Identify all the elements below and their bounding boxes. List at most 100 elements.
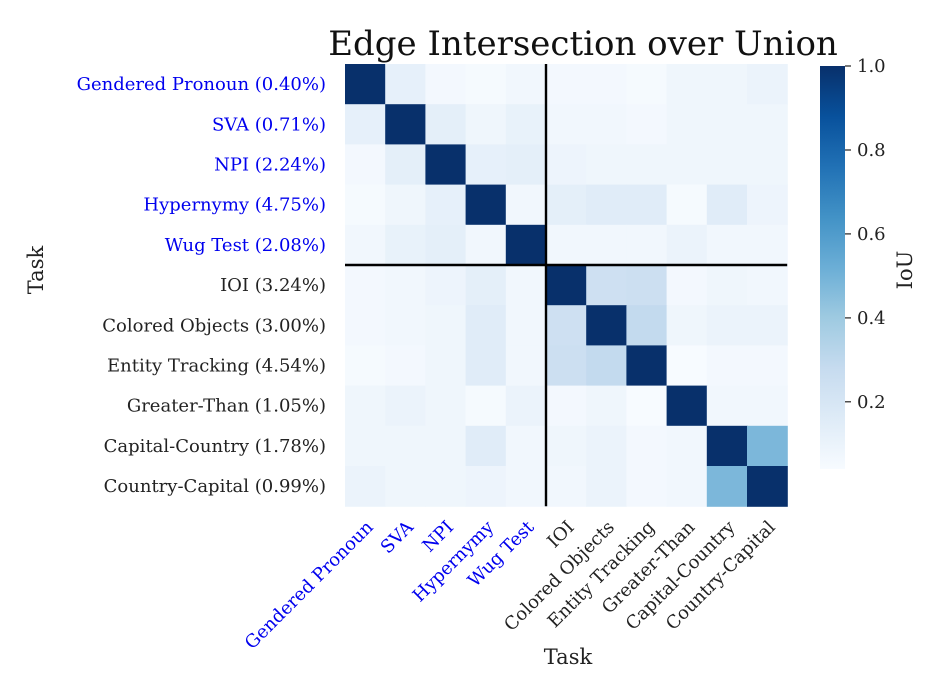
heatmap-cell xyxy=(706,466,748,507)
heatmap-cell xyxy=(465,144,507,186)
heatmap-cell xyxy=(546,224,587,266)
heatmap-cell xyxy=(626,144,668,186)
heatmap-cell xyxy=(706,104,748,145)
heatmap-cell xyxy=(425,466,467,507)
heatmap-cell xyxy=(706,425,748,467)
heatmap-cell xyxy=(747,64,788,105)
heatmap-cell xyxy=(505,64,547,105)
heatmap-cell xyxy=(626,345,668,387)
heatmap-cell xyxy=(586,265,627,306)
heatmap-cell xyxy=(586,224,627,266)
heatmap-cell xyxy=(546,425,587,467)
colorbar-label: IoU xyxy=(893,251,917,290)
heatmap-cell xyxy=(425,265,467,306)
heatmap-cell xyxy=(505,385,547,427)
heatmap-cell xyxy=(666,64,708,105)
heatmap-cell xyxy=(385,184,426,226)
heatmap-cell xyxy=(425,184,467,226)
heatmap-cell xyxy=(425,224,467,266)
heatmap-cell xyxy=(465,265,507,306)
heatmap-cell xyxy=(505,305,547,346)
heatmap-cell xyxy=(626,385,668,427)
heatmap-cell xyxy=(505,224,547,266)
heatmap-cell xyxy=(465,184,507,226)
heatmap-cell xyxy=(706,184,748,226)
heatmap-cell xyxy=(385,425,426,467)
y-tick-label: Capital-Country (1.78%) xyxy=(104,436,326,457)
heatmap-cell xyxy=(385,144,426,186)
heatmap-cell xyxy=(425,385,467,427)
heatmap-cell xyxy=(747,385,788,427)
heatmap-cell xyxy=(465,425,507,467)
y-axis-label: Task xyxy=(24,246,48,295)
heatmap-cell xyxy=(425,64,467,105)
group-dividers xyxy=(345,64,788,507)
heatmap-cell xyxy=(666,144,708,186)
heatmap-cell xyxy=(345,224,386,266)
heatmap-cell xyxy=(425,144,467,186)
y-tick-label: Hypernymy (4.75%) xyxy=(143,195,326,216)
heatmap-cell xyxy=(666,224,708,266)
heatmap-cell xyxy=(546,385,587,427)
heatmap-cell xyxy=(505,184,547,226)
y-tick-label: Greater-Than (1.05%) xyxy=(127,396,326,417)
heatmap-cell xyxy=(666,184,708,226)
heatmap-cell xyxy=(546,184,587,226)
heatmap-cell xyxy=(706,224,748,266)
colorbar-tick-label: 1.0 xyxy=(857,56,886,77)
heatmap-cell xyxy=(586,425,627,467)
heatmap-cell xyxy=(666,265,708,306)
heatmap-cell xyxy=(626,466,668,507)
heatmap-cell xyxy=(385,385,426,427)
heatmap-cell xyxy=(586,466,627,507)
heatmap-cell xyxy=(666,345,708,387)
heatmap-cell xyxy=(626,104,668,145)
heatmap-cell xyxy=(586,385,627,427)
heatmap-cell xyxy=(546,305,587,346)
heatmap-cell xyxy=(425,345,467,387)
heatmap-cell xyxy=(385,345,426,387)
heatmap-cell xyxy=(546,144,587,186)
heatmap-cell xyxy=(465,224,507,266)
heatmap-cell xyxy=(425,425,467,467)
colorbar-tick-label: 0.8 xyxy=(857,140,886,161)
heatmap-cell xyxy=(747,144,788,186)
heatmap-cell xyxy=(747,425,788,467)
heatmap-cell xyxy=(586,184,627,226)
heatmap-cell xyxy=(706,144,748,186)
y-tick-label: Country-Capital (0.99%) xyxy=(104,476,326,497)
heatmap-cell xyxy=(546,265,587,306)
colorbar-tick-label: 0.4 xyxy=(857,308,886,329)
heatmap-cell xyxy=(546,64,587,105)
heatmap-cell xyxy=(666,104,708,145)
heatmap-cell xyxy=(586,104,627,145)
heatmap-cell xyxy=(385,104,426,145)
heatmap-cell xyxy=(505,425,547,467)
y-tick-label: Colored Objects (3.00%) xyxy=(102,315,326,336)
x-tick-label: SVA xyxy=(377,516,419,558)
heatmap-cell xyxy=(546,466,587,507)
colorbar xyxy=(820,66,845,469)
heatmap-cell xyxy=(345,425,386,467)
heatmap-cell xyxy=(345,265,386,306)
chart-title: Edge Intersection over Union xyxy=(328,24,838,64)
heatmap-cell xyxy=(586,345,627,387)
heatmap-cell xyxy=(546,345,587,387)
y-tick-labels: Gendered Pronoun (0.40%) SVA (0.71%) NPI (… xyxy=(77,74,326,497)
heatmap-cell xyxy=(345,345,386,387)
heatmap-cell xyxy=(465,64,507,105)
x-tick-label: Gendered Pronoun xyxy=(241,517,378,654)
heatmap-cell xyxy=(505,466,547,507)
heatmap-cell xyxy=(626,265,668,306)
y-tick-label: Gendered Pronoun (0.40%) xyxy=(77,74,326,95)
heatmap-cell xyxy=(706,64,748,105)
heatmap-cell xyxy=(626,425,668,467)
heatmap-cell xyxy=(626,184,668,226)
heatmap-cell xyxy=(626,224,668,266)
heatmap-cell xyxy=(345,466,386,507)
heatmap-cell xyxy=(505,345,547,387)
heatmap-cell xyxy=(345,184,386,226)
heatmap-cell xyxy=(586,144,627,186)
